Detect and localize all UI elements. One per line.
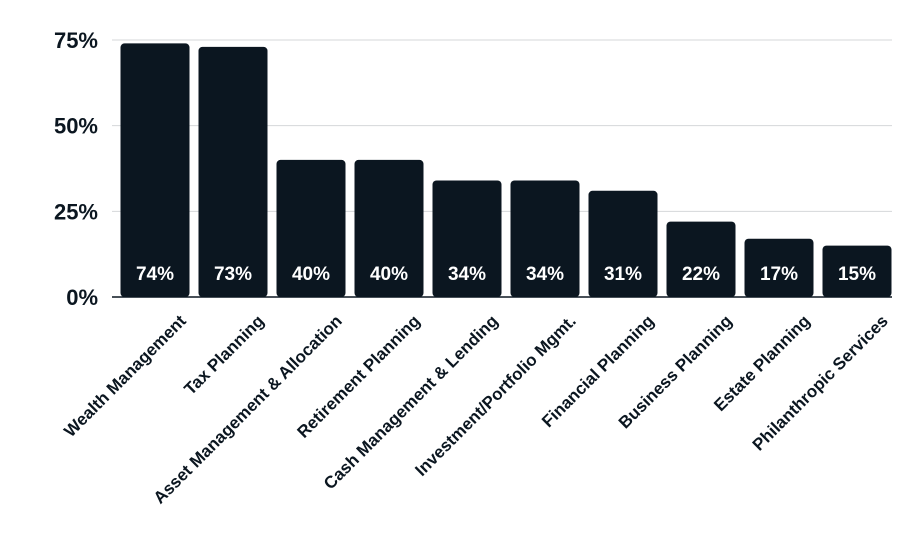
bars <box>120 43 892 297</box>
y-tick-label: 0% <box>66 285 98 310</box>
bar-value-label: 74% <box>136 264 174 285</box>
bar <box>120 43 190 297</box>
bar <box>588 190 658 297</box>
bar-value-label: 40% <box>292 264 330 285</box>
bar <box>432 180 502 297</box>
bar-value-label: 34% <box>448 264 486 285</box>
bar-value-labels: 74% 73% 40% 40% 34% 34% 31% 22% 17% 15% <box>136 264 876 285</box>
bar-value-label: 15% <box>838 264 876 285</box>
category-label: Wealth Management <box>60 311 190 441</box>
bar <box>822 245 892 297</box>
bar <box>276 159 346 297</box>
bar <box>510 180 580 297</box>
category-label: Investment/Portfolio Mgmt. <box>411 311 579 479</box>
y-tick-label: 75% <box>54 28 98 53</box>
bar-value-label: 34% <box>526 264 564 285</box>
category-label: Tax Planning <box>180 311 267 398</box>
bar-value-label: 40% <box>370 264 408 285</box>
bar-value-label: 73% <box>214 264 252 285</box>
y-tick-label: 25% <box>54 199 98 224</box>
bar-value-label: 31% <box>604 264 642 285</box>
bar <box>198 46 268 297</box>
y-tick-label: 50% <box>54 114 98 139</box>
bar <box>666 221 736 297</box>
bar <box>744 238 814 297</box>
bar-value-label: 17% <box>760 264 798 285</box>
bar <box>354 159 424 297</box>
y-axis-ticks: 0% 25% 50% 75% <box>54 28 98 310</box>
category-label: Philanthropic Services <box>749 311 892 454</box>
bar-value-label: 22% <box>682 264 720 285</box>
